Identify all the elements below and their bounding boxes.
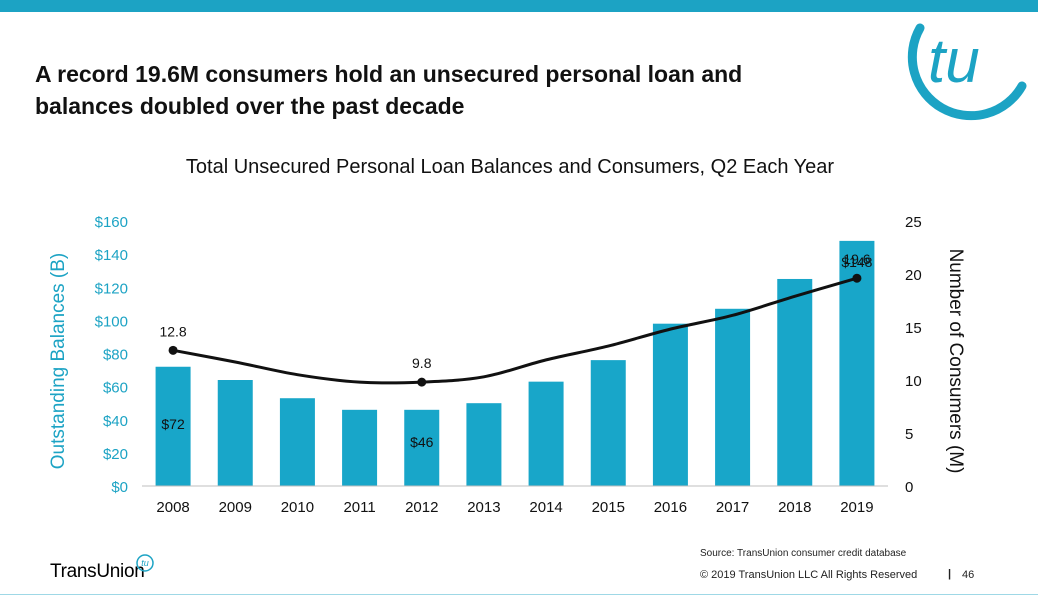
bar bbox=[590, 360, 626, 486]
line-data-label: 12.8 bbox=[159, 323, 186, 339]
bar bbox=[652, 323, 688, 486]
chart-title: Total Unsecured Personal Loan Balances a… bbox=[186, 156, 835, 178]
x-tick-label: 2010 bbox=[281, 499, 314, 516]
page-number: 46 bbox=[962, 569, 975, 581]
transunion-logo: tu bbox=[907, 23, 1027, 121]
brand-badge-mark: tu bbox=[141, 558, 149, 568]
right-tick-label: 20 bbox=[905, 267, 922, 284]
right-tick-label: 5 bbox=[905, 426, 913, 443]
source-note: Source: TransUnion consumer credit datab… bbox=[700, 548, 907, 559]
bar bbox=[528, 381, 564, 486]
bar bbox=[342, 409, 378, 486]
x-tick-label: 2015 bbox=[592, 499, 625, 516]
x-tick-label: 2009 bbox=[219, 499, 252, 516]
brand-name: TransUnion bbox=[50, 561, 145, 582]
bar bbox=[279, 398, 315, 486]
page-separator: | bbox=[948, 568, 952, 580]
right-tick-label: 25 bbox=[905, 214, 922, 231]
left-tick-label: $140 bbox=[95, 247, 128, 264]
left-tick-label: $0 bbox=[111, 479, 128, 496]
x-tick-label: 2016 bbox=[654, 499, 687, 516]
footer-rule bbox=[0, 594, 1038, 595]
x-tick-label: 2017 bbox=[716, 499, 749, 516]
brand-badge-icon bbox=[136, 554, 154, 572]
bar-data-label: $72 bbox=[161, 416, 185, 432]
left-tick-label: $80 bbox=[103, 347, 128, 364]
left-tick-label: $100 bbox=[95, 313, 128, 330]
left-tick-label: $120 bbox=[95, 280, 128, 297]
left-axis-label: Outstanding Balances (B) bbox=[48, 253, 69, 470]
right-axis-label: Number of Consumers (M) bbox=[945, 249, 966, 474]
line-point-marker bbox=[168, 345, 178, 355]
left-tick-label: $60 bbox=[103, 380, 128, 397]
bar bbox=[404, 409, 440, 486]
consumers-series-line bbox=[172, 276, 858, 385]
bar bbox=[777, 278, 813, 486]
x-tick-label: 2014 bbox=[529, 499, 562, 516]
left-tick-label: $20 bbox=[103, 446, 128, 463]
top-accent-bar bbox=[0, 0, 1038, 12]
bar bbox=[715, 308, 751, 486]
left-tick-label: $160 bbox=[95, 214, 128, 231]
combo-chart: Total Unsecured Personal Loan Balances a… bbox=[48, 156, 966, 516]
right-tick-label: 0 bbox=[905, 479, 913, 496]
line-point-marker bbox=[417, 377, 427, 387]
copyright: © 2019 TransUnion LLC All Rights Reserve… bbox=[700, 569, 918, 581]
x-tick-label: 2008 bbox=[156, 499, 189, 516]
x-tick-label: 2018 bbox=[778, 499, 811, 516]
right-tick-label: 15 bbox=[905, 320, 922, 337]
x-tick-label: 2011 bbox=[343, 499, 375, 516]
line-data-label: 9.8 bbox=[412, 355, 432, 371]
bar bbox=[155, 366, 191, 486]
x-tick-label: 2013 bbox=[467, 499, 500, 516]
right-tick-label: 10 bbox=[905, 373, 922, 390]
line-data-label: 19.6 bbox=[843, 251, 870, 267]
bar bbox=[466, 403, 502, 486]
x-tick-label: 2012 bbox=[405, 499, 438, 516]
transunion-brand: TransUnion tu bbox=[50, 554, 154, 582]
bar-data-label: $148 bbox=[841, 254, 872, 270]
bar bbox=[217, 380, 253, 486]
line-point-marker bbox=[852, 273, 862, 283]
left-tick-label: $40 bbox=[103, 413, 128, 430]
slide-title: A record 19.6M consumers hold an unsecur… bbox=[35, 61, 743, 119]
x-tick-label: 2019 bbox=[840, 499, 873, 516]
bar-data-label: $46 bbox=[410, 434, 434, 450]
logo-mark: tu bbox=[928, 27, 980, 96]
